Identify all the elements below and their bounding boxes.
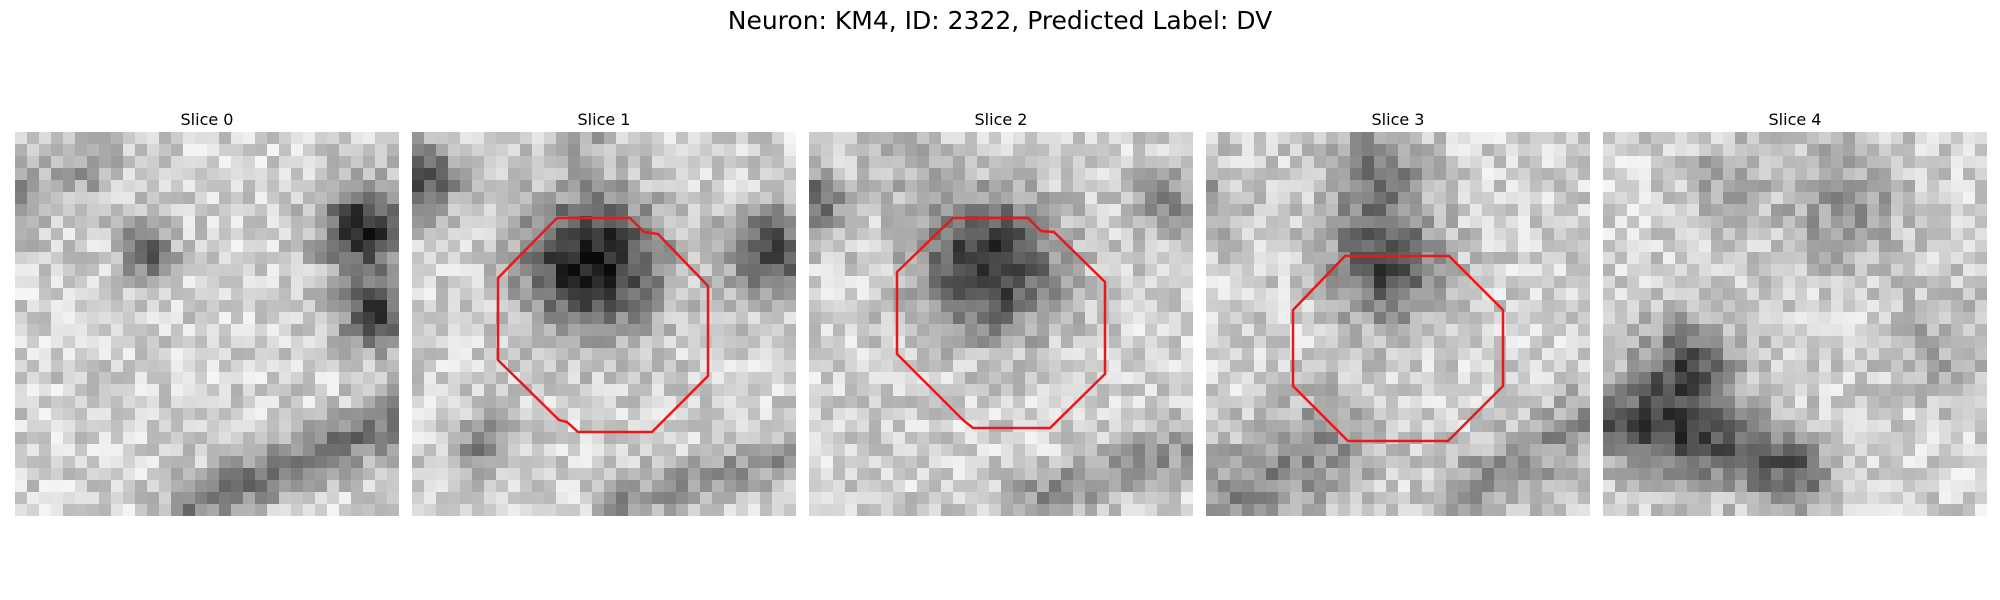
slice-image — [1603, 132, 1987, 516]
slice-image — [809, 132, 1193, 516]
slice-image — [1206, 132, 1590, 516]
slice-image-canvas — [809, 132, 1193, 516]
slice-image-canvas — [15, 132, 399, 516]
panel-slice-4: Slice 4 — [1603, 108, 1987, 516]
slice-title: Slice 4 — [1768, 110, 1822, 129]
panel-slice-3: Slice 3 — [1206, 108, 1590, 516]
panel-slice-0: Slice 0 — [15, 108, 399, 516]
figure-title: Neuron: KM4, ID: 2322, Predicted Label: … — [727, 6, 1273, 35]
slice-title: Slice 1 — [577, 110, 631, 129]
slice-title: Slice 2 — [974, 110, 1028, 129]
slice-image-canvas — [1603, 132, 1987, 516]
slice-title: Slice 0 — [180, 110, 234, 129]
roi-contour — [1291, 254, 1505, 443]
slice-image — [15, 132, 399, 516]
panel-slice-2: Slice 2 — [809, 108, 1193, 516]
roi-contour — [895, 216, 1107, 430]
panel-slice-1: Slice 1 — [412, 108, 796, 516]
slice-title: Slice 3 — [1371, 110, 1425, 129]
slice-image-canvas — [412, 132, 796, 516]
roi-contour — [496, 216, 710, 434]
slice-image — [412, 132, 796, 516]
slice-image-canvas — [1206, 132, 1590, 516]
